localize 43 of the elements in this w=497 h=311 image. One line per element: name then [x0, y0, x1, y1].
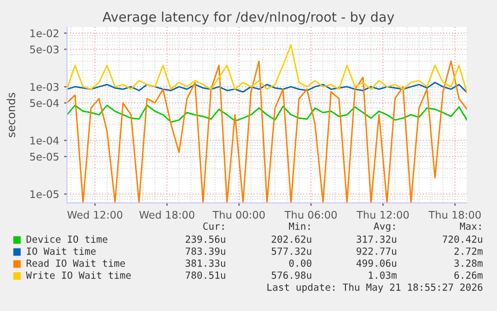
text: Avg: [374, 222, 395, 232]
text: 239.56u [186, 235, 226, 243]
line-series [67, 82, 467, 94]
text: 577.32u [272, 247, 312, 255]
x-tick-label: Wed 18:00 [139, 210, 194, 219]
line-series [67, 104, 467, 123]
y-tick-label: 5e-03 [30, 45, 59, 54]
text: 783.39u [186, 247, 226, 255]
text: 202.62u [272, 235, 312, 243]
text: Last update: Thu May 21 18:55:27 2026 [267, 283, 482, 293]
y-tick-label: 5e-05 [30, 152, 58, 161]
x-tick-label: Thu 00:00 [212, 210, 265, 219]
x-tick-label: Thu 12:00 [356, 210, 409, 219]
text: 381.33u [186, 259, 226, 267]
text: Min: [288, 222, 310, 230]
x-tick-label: Thu 06:00 [284, 210, 337, 219]
y-axis-title: seconds [6, 92, 16, 138]
y-tick-label: 1e-03 [30, 82, 59, 91]
y-tick-label: 1e-05 [30, 190, 58, 198]
legend-label: Write IO Wait time [26, 271, 131, 279]
text: 922.77u [356, 247, 396, 255]
x-tick-label: Thu 18:00 [428, 210, 481, 219]
text: 576.98u [272, 271, 312, 279]
text: 2.72m [454, 247, 483, 255]
text: 780.51u [186, 271, 226, 279]
legend-label: Device IO time [26, 235, 108, 243]
line-series [67, 44, 467, 94]
legend-label: Read IO Wait time [26, 259, 125, 267]
chart-title: Average latency for /dev/nlnog/root - by day [102, 12, 394, 24]
text: 317.32u [356, 235, 396, 243]
text: Cur: [203, 222, 224, 230]
text: 6.26m [454, 271, 483, 279]
y-tick-label: 1e-04 [30, 136, 59, 144]
text: 499.06u [356, 259, 396, 267]
text: 1.03m [368, 271, 397, 279]
text: 0.00 [289, 259, 312, 267]
legend-label: IO Wait time [26, 247, 96, 255]
y-tick-label: 1e-02 [30, 29, 58, 38]
text: Max: [460, 222, 481, 230]
text: 3.28m [454, 259, 483, 267]
x-tick-label: Wed 12:00 [67, 210, 122, 219]
y-tick-label: 5e-04 [30, 99, 59, 107]
text: 720.42u [442, 235, 482, 243]
